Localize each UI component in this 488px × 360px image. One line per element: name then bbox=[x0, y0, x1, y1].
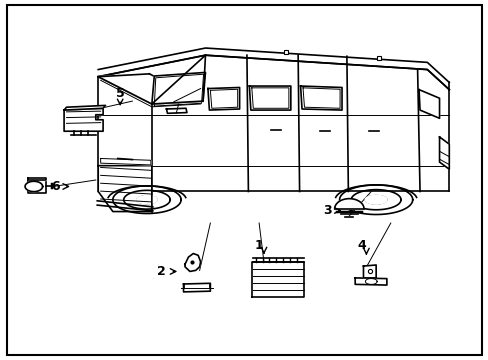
Polygon shape bbox=[184, 253, 200, 271]
Polygon shape bbox=[98, 166, 152, 212]
Text: 1: 1 bbox=[254, 239, 263, 252]
Text: 4: 4 bbox=[356, 239, 365, 252]
Text: 6: 6 bbox=[51, 180, 60, 193]
Polygon shape bbox=[251, 262, 304, 297]
Polygon shape bbox=[98, 77, 152, 212]
Polygon shape bbox=[166, 108, 186, 113]
Polygon shape bbox=[98, 48, 448, 90]
Polygon shape bbox=[354, 278, 386, 285]
Polygon shape bbox=[249, 86, 290, 110]
Polygon shape bbox=[27, 178, 45, 180]
Polygon shape bbox=[152, 72, 205, 104]
Polygon shape bbox=[365, 195, 386, 204]
Polygon shape bbox=[98, 55, 448, 192]
Polygon shape bbox=[418, 90, 439, 118]
Text: 3: 3 bbox=[323, 204, 331, 217]
Polygon shape bbox=[137, 195, 157, 204]
Polygon shape bbox=[439, 137, 448, 169]
Polygon shape bbox=[25, 181, 42, 192]
Polygon shape bbox=[363, 265, 375, 278]
Polygon shape bbox=[27, 180, 45, 193]
Text: 2: 2 bbox=[157, 265, 165, 278]
Polygon shape bbox=[207, 87, 239, 110]
Polygon shape bbox=[64, 105, 105, 110]
Polygon shape bbox=[300, 86, 341, 110]
Polygon shape bbox=[64, 108, 103, 131]
Polygon shape bbox=[101, 158, 151, 165]
Text: 5: 5 bbox=[116, 87, 124, 100]
Polygon shape bbox=[334, 199, 363, 209]
Polygon shape bbox=[98, 74, 203, 104]
Polygon shape bbox=[183, 283, 210, 292]
